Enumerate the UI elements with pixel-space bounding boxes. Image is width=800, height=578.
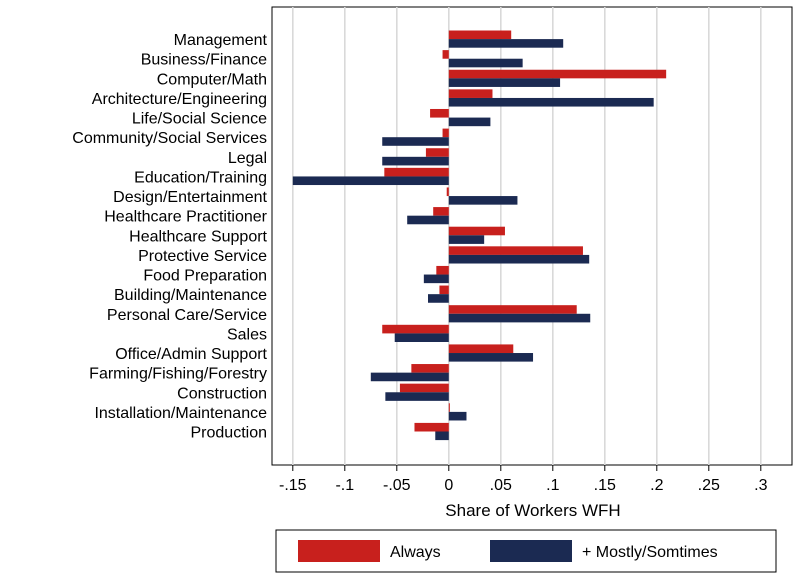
category-label: Healthcare Practitioner	[104, 209, 267, 226]
bar-mostly-sometimes	[448, 411, 467, 421]
category-label: Installation/Maintenance	[94, 405, 267, 422]
legend: Always + Mostly/Somtimes	[275, 529, 777, 573]
bar-always	[448, 403, 450, 412]
x-tick-label: .15	[594, 477, 616, 494]
bar-mostly-sometimes	[382, 137, 449, 146]
x-tick-label: 0	[444, 477, 453, 494]
category-label: Architecture/Engineering	[92, 91, 267, 108]
bar-always	[439, 285, 449, 295]
bar-mostly-sometimes	[448, 39, 564, 48]
category-label: Farming/Fishing/Forestry	[89, 366, 267, 383]
bar-mostly-sometimes	[435, 431, 449, 441]
bar-mostly-sometimes	[292, 176, 449, 186]
bar-mostly-sometimes	[448, 235, 485, 244]
bar-mostly-sometimes	[382, 156, 449, 166]
bar-always	[414, 422, 449, 432]
x-tick-label: .1	[546, 477, 559, 494]
bar-always	[448, 344, 514, 354]
x-axis-label: Share of Workers WFH	[445, 501, 620, 520]
category-label: Food Preparation	[143, 268, 267, 285]
x-tick-label: -.1	[335, 477, 354, 494]
bar-always	[448, 30, 512, 40]
bar-always	[448, 69, 667, 79]
legend-swatch	[298, 540, 380, 562]
bar-mostly-sometimes	[448, 196, 518, 205]
category-label: Building/Maintenance	[114, 287, 267, 304]
bar-always	[448, 226, 505, 236]
bar-always	[399, 383, 449, 393]
bar-mostly-sometimes	[448, 254, 590, 264]
category-label: Healthcare Support	[129, 228, 267, 245]
x-tick-label: .05	[490, 477, 512, 494]
grid-lines	[291, 7, 762, 465]
category-label: Education/Training	[134, 169, 267, 186]
bar-always	[442, 50, 449, 59]
bar-mostly-sometimes	[407, 215, 449, 225]
bar-mostly-sometimes	[385, 392, 449, 401]
category-label: Computer/Math	[157, 71, 267, 88]
category-label: Design/Entertainment	[113, 189, 267, 206]
bars	[292, 30, 667, 441]
bar-mostly-sometimes	[448, 58, 523, 68]
bar-always	[382, 324, 449, 334]
category-label: Community/Social Services	[72, 130, 267, 147]
category-label: Business/Finance	[141, 52, 267, 69]
x-axis: -.15 -.1 -.05 0 .05 .1 .15 .2 .25 .3	[279, 465, 768, 494]
bar-mostly-sometimes	[448, 313, 591, 323]
x-tick-label: .25	[698, 477, 720, 494]
x-tick-label: -.15	[279, 477, 307, 494]
bar-mostly-sometimes	[370, 372, 449, 382]
bar-mostly-sometimes	[428, 294, 449, 303]
legend-label: + Mostly/Somtimes	[582, 544, 718, 561]
bar-always	[448, 305, 577, 314]
y-axis-labels: Management Business/Finance Computer/Math A…	[72, 32, 267, 441]
category-label: Construction	[177, 385, 267, 402]
category-label: Personal Care/Service	[107, 307, 267, 324]
bar-always	[433, 207, 449, 216]
legend-swatch	[490, 540, 572, 562]
bar-mostly-sometimes	[394, 333, 449, 342]
bar-always	[425, 148, 449, 157]
x-tick-label: -.05	[383, 477, 411, 494]
bar-always	[446, 187, 449, 197]
category-label: Legal	[228, 150, 267, 167]
category-label: Management	[174, 32, 268, 49]
bar-mostly-sometimes	[448, 97, 654, 107]
category-label: Office/Admin Support	[115, 346, 267, 363]
bar-always	[436, 265, 449, 275]
bar-mostly-sometimes	[423, 274, 449, 284]
legend-label: Always	[390, 544, 441, 561]
category-label: Sales	[227, 326, 267, 343]
bar-always	[411, 364, 449, 373]
bar-always	[430, 108, 449, 118]
bar-mostly-sometimes	[448, 353, 534, 362]
bar-mostly-sometimes	[448, 117, 491, 127]
category-label: Life/Social Science	[132, 111, 267, 128]
x-tick-label: .3	[754, 477, 767, 494]
bar-always	[448, 246, 583, 255]
bar-always	[384, 167, 449, 177]
category-label: Protective Service	[138, 248, 267, 265]
bar-mostly-sometimes	[448, 78, 561, 87]
bar-always	[442, 128, 449, 138]
x-tick-label: .2	[650, 477, 663, 494]
category-label: Production	[191, 425, 268, 442]
bar-always	[448, 89, 493, 98]
